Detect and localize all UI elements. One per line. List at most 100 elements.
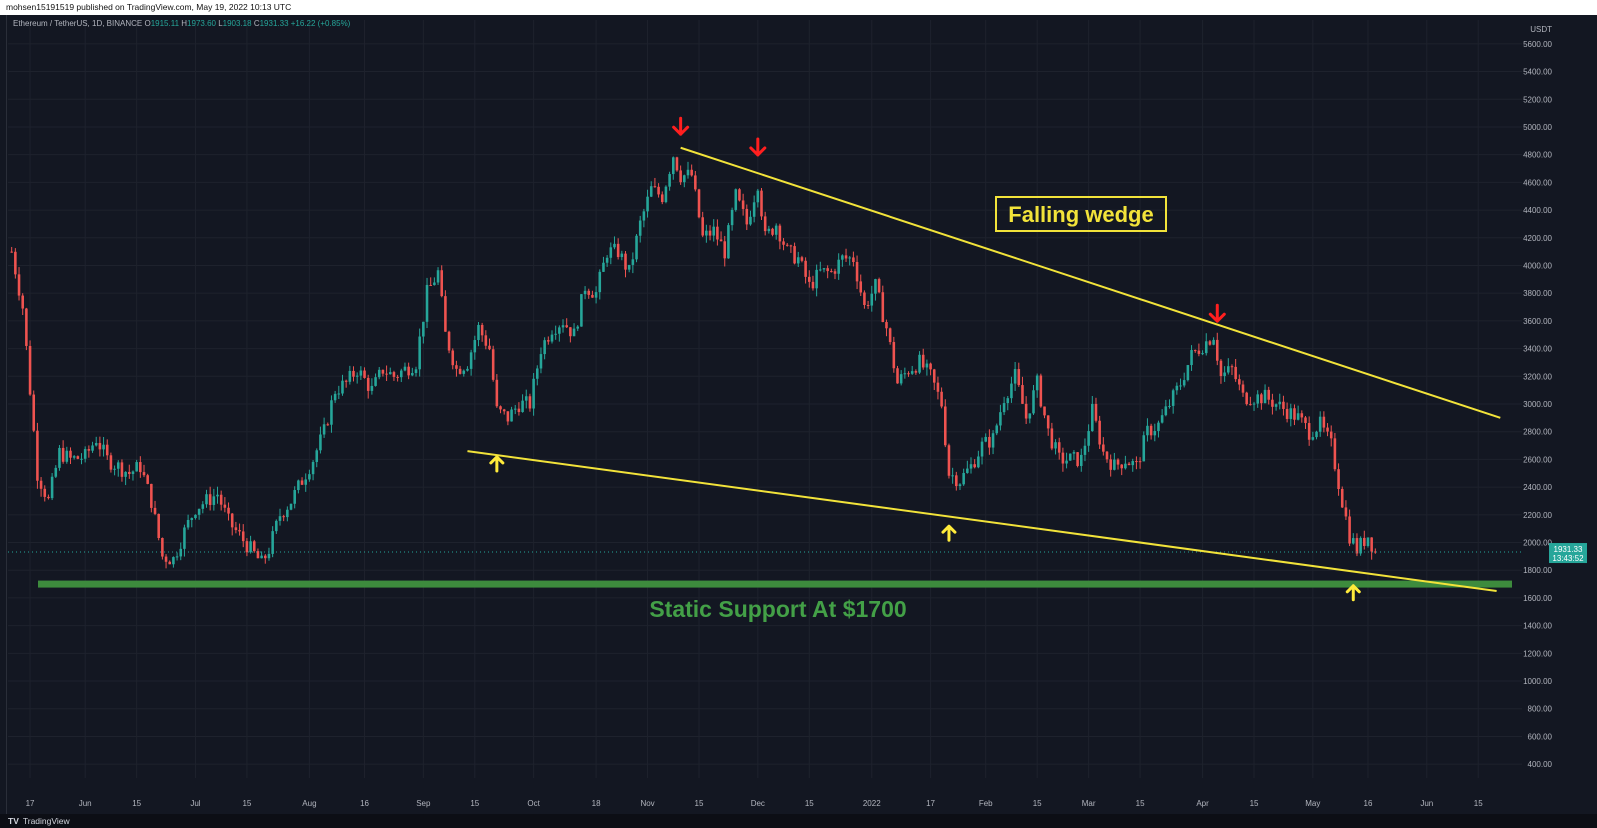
candle <box>179 548 183 557</box>
candle <box>837 259 840 274</box>
y-tick-label: 2600.00 <box>1523 455 1552 464</box>
candle <box>21 295 24 309</box>
candle <box>1363 537 1366 546</box>
candle <box>495 379 499 407</box>
price-tag-countdown: 13:43:52 <box>1552 554 1584 563</box>
candle <box>1282 401 1285 409</box>
candle <box>932 369 936 383</box>
candle <box>473 340 477 353</box>
candle <box>326 424 330 426</box>
candle <box>576 326 580 329</box>
candle <box>484 335 488 346</box>
time-axis[interactable]: 17 Jun 15 Jul 15 Aug 16 Sep 15 Oct 18 Nov 15 Dec 15 202… <box>26 799 1484 808</box>
candle <box>109 455 113 470</box>
price-tag-value: 1931.33 <box>1554 545 1583 554</box>
arrow-up-icon <box>1345 584 1361 602</box>
candle <box>1340 488 1344 508</box>
candle <box>863 292 866 306</box>
price-axis[interactable]: 5600.00 5400.00 5200.00 5000.00 4800.00 4600.… <box>1523 25 1587 769</box>
x-tick-label: 15 <box>695 799 704 808</box>
candle <box>1190 350 1193 366</box>
candle <box>539 354 543 369</box>
y-tick-label: 2000.00 <box>1523 539 1552 548</box>
candle <box>1006 398 1010 404</box>
candle <box>881 292 885 323</box>
candle <box>517 408 521 413</box>
candle <box>150 483 153 508</box>
candle <box>1267 389 1271 400</box>
candle <box>201 504 205 509</box>
candle <box>635 235 638 260</box>
candle <box>275 520 278 532</box>
candle <box>771 228 774 235</box>
candle <box>528 396 532 409</box>
candle <box>1370 537 1373 552</box>
candle <box>278 516 282 521</box>
candle <box>1046 415 1050 429</box>
candle <box>778 225 782 242</box>
candles <box>10 156 1377 569</box>
candle <box>65 450 69 462</box>
candle <box>1157 422 1160 432</box>
candle <box>58 447 61 468</box>
publisher-text: mohsen15191519 published on TradingView.… <box>6 2 292 12</box>
candle <box>308 474 311 480</box>
candle <box>855 262 859 282</box>
candle <box>76 456 80 459</box>
candle <box>620 253 624 258</box>
candle <box>1127 463 1131 466</box>
candle <box>1245 392 1248 405</box>
tradingview-brand[interactable]: TradingView <box>22 816 70 826</box>
candle <box>293 490 296 504</box>
candle <box>418 336 421 370</box>
candle <box>1116 459 1120 465</box>
y-tick-label: 3200.00 <box>1523 372 1552 381</box>
candle <box>1153 431 1157 436</box>
candle <box>1175 385 1179 391</box>
candle <box>267 553 271 559</box>
candle <box>969 464 973 469</box>
candle <box>521 400 524 413</box>
candle <box>208 494 212 505</box>
candle <box>760 190 763 217</box>
candle <box>955 475 958 487</box>
tradingview-logo-icon[interactable]: TV <box>8 816 19 826</box>
candle <box>690 169 693 176</box>
candle <box>190 518 194 520</box>
y-tick-label: 1200.00 <box>1523 649 1552 658</box>
candle <box>1098 420 1101 445</box>
candle <box>1043 406 1046 416</box>
candle <box>1017 369 1021 386</box>
candle <box>1028 413 1032 419</box>
candle <box>315 450 319 462</box>
candle <box>815 269 818 289</box>
candle <box>102 444 105 450</box>
candle <box>980 441 984 457</box>
candle <box>1002 403 1006 413</box>
candle <box>1318 416 1322 432</box>
candle <box>462 370 466 374</box>
y-tick-label: 4800.00 <box>1523 151 1552 160</box>
candle <box>745 208 749 225</box>
candle <box>892 342 896 369</box>
candle <box>1230 366 1234 368</box>
x-tick-label: Jun <box>1420 799 1433 808</box>
candle <box>844 255 848 259</box>
candle <box>477 324 480 341</box>
candle <box>1124 463 1127 469</box>
arrow-down-icon <box>749 137 767 157</box>
candle <box>914 371 918 373</box>
y-tick-label: 2400.00 <box>1523 483 1552 492</box>
x-tick-label: 17 <box>26 799 35 808</box>
y-tick-label: 1000.00 <box>1523 677 1552 686</box>
candle <box>609 247 613 258</box>
y-tick-label: 3600.00 <box>1523 317 1552 326</box>
candle <box>646 196 649 212</box>
candle <box>660 194 664 203</box>
candle <box>833 271 837 274</box>
y-tick-label: 1400.00 <box>1523 622 1552 631</box>
candle <box>657 186 660 195</box>
candle <box>480 324 484 336</box>
candle <box>1057 442 1061 453</box>
